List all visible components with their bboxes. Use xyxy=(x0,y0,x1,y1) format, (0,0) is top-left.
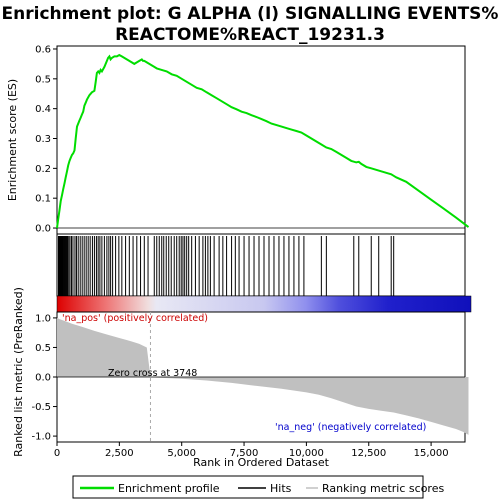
metric-tick-label: 0.0 xyxy=(35,373,51,384)
es-tick-label: 0.0 xyxy=(35,224,51,235)
x-tick-label: 0 xyxy=(54,448,60,459)
es-y-axis-label: Enrichment score (ES) xyxy=(6,79,19,201)
es-tick-label: 0.3 xyxy=(35,134,51,145)
chart-title-line-1: Enrichment plot: G ALPHA (I) SIGNALLING … xyxy=(2,4,499,24)
es-panel-frame xyxy=(56,45,466,235)
neg-annotation: 'na_neg' (negatively correlated) xyxy=(275,422,426,433)
legend-metric-label: Ranking metric scores xyxy=(322,482,444,495)
es-tick-label: 0.5 xyxy=(35,74,51,85)
rank-color-bar xyxy=(56,295,472,313)
x-tick-label: 10,000 xyxy=(289,448,324,459)
legend: Enrichment profile Hits Ranking metric s… xyxy=(72,475,444,499)
legend-enrichment-label: Enrichment profile xyxy=(118,482,220,495)
x-tick-label: 7,500 xyxy=(230,448,259,459)
es-tick-label: 0.4 xyxy=(35,104,51,115)
es-tick-label: 0.6 xyxy=(35,44,51,55)
hits-panel-frame xyxy=(56,233,466,297)
es-tick-label: 0.2 xyxy=(35,164,51,175)
legend-box xyxy=(72,475,424,499)
es-tick-label: 0.1 xyxy=(35,194,51,205)
metric-tick-label: -1.0 xyxy=(31,432,51,443)
chart-title-line-2: REACTOME%REACT_19231.3 xyxy=(115,25,385,45)
ranking-metric-area xyxy=(57,317,469,435)
metric-tick-label: 0.5 xyxy=(35,343,51,354)
x-tick-label: 12,500 xyxy=(351,448,386,459)
x-tick-label: 5,000 xyxy=(167,448,196,459)
pos-annotation: 'na_pos' (positively correlated) xyxy=(62,313,208,324)
metric-y-axis-label: Ranked list metric (PreRanked) xyxy=(12,287,25,457)
zero-cross-annotation: Zero cross at 3748 xyxy=(108,368,197,379)
x-axis-label: Rank in Ordered Dataset xyxy=(193,456,330,469)
metric-tick-label: -0.5 xyxy=(31,402,51,413)
metric-tick-label: 1.0 xyxy=(35,313,51,324)
legend-hits-label: Hits xyxy=(270,482,292,495)
enrichment-profile-line xyxy=(56,53,470,229)
x-tick-label: 15,000 xyxy=(414,448,449,459)
x-tick-label: 2,500 xyxy=(105,448,134,459)
